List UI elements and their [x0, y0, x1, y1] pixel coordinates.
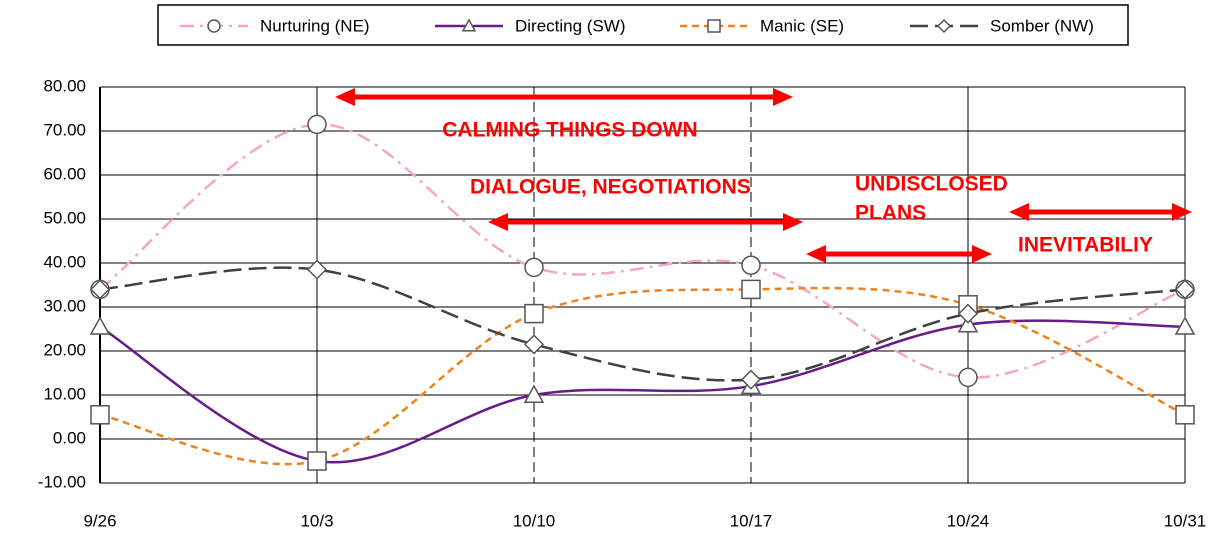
legend-label: Directing (SW) — [515, 16, 626, 35]
annotations — [335, 88, 1192, 263]
marker — [524, 257, 544, 278]
y-tick-label: 40.00 — [43, 252, 86, 271]
x-tick-label: 10/24 — [947, 511, 990, 530]
x-tick-label: 9/26 — [83, 511, 116, 530]
marker — [307, 114, 327, 135]
series-line — [99, 123, 1186, 379]
annotation: INEVITABILIY — [1018, 234, 1153, 257]
marker — [524, 303, 544, 324]
marker — [1175, 405, 1195, 425]
annotation: UNDISCLOSED — [855, 173, 1008, 196]
series-line — [99, 319, 1186, 464]
marker — [523, 334, 545, 355]
y-tick-label: 60.00 — [43, 164, 86, 183]
annotation: PLANS — [855, 202, 926, 225]
arrow-head — [783, 213, 803, 231]
marker — [207, 19, 221, 33]
y-tick-label: 0.00 — [53, 428, 86, 447]
marker — [957, 314, 979, 333]
marker — [306, 259, 328, 280]
marker — [957, 303, 979, 324]
marker — [461, 18, 477, 32]
y-tick-label: 70.00 — [43, 120, 86, 139]
series-line — [99, 286, 1186, 466]
arrow-head — [488, 213, 508, 231]
arrow-head — [806, 245, 826, 263]
marker — [1174, 279, 1196, 300]
annotation: CALMING THINGS DOWN — [442, 119, 697, 142]
marker — [741, 279, 761, 300]
arrow-head — [972, 245, 992, 263]
arrow-head — [1009, 203, 1029, 221]
marker — [741, 255, 761, 275]
marker — [740, 369, 762, 390]
legend-label: Manic (SE) — [760, 16, 844, 35]
plot: -10.00 0.00 10.00 20.00 30.00 40.00 50.00 60.00… — [38, 76, 1206, 530]
marker — [90, 405, 110, 425]
y-tick-label: 30.00 — [43, 296, 86, 315]
legend-label: Nurturing (NE) — [260, 16, 370, 35]
arrow-head — [1172, 203, 1192, 221]
marker — [1174, 316, 1196, 335]
marker — [707, 19, 721, 33]
y-tick-label: -10.00 — [38, 472, 86, 491]
series-line — [99, 266, 1186, 382]
legend-label: Somber (NW) — [990, 16, 1094, 35]
marker — [523, 384, 545, 403]
y-tick-label: 50.00 — [43, 208, 86, 227]
marker — [958, 367, 978, 388]
annotation: DIALOGUE, NEGOTIATIONS — [470, 176, 751, 199]
x-tick-label: 10/10 — [513, 511, 556, 530]
x-tick-label: 10/3 — [300, 511, 333, 530]
marker — [307, 451, 327, 471]
marker — [89, 279, 111, 300]
arrow-head — [335, 88, 355, 106]
x-tick-label: 10/31 — [1164, 511, 1207, 530]
marker — [936, 18, 952, 34]
y-tick-label: 80.00 — [43, 76, 86, 95]
x-tick-label: 10/17 — [730, 511, 773, 530]
marker — [89, 316, 111, 335]
y-tick-label: 20.00 — [43, 340, 86, 359]
arrow-head — [773, 88, 793, 106]
y-tick-label: 10.00 — [43, 384, 86, 403]
